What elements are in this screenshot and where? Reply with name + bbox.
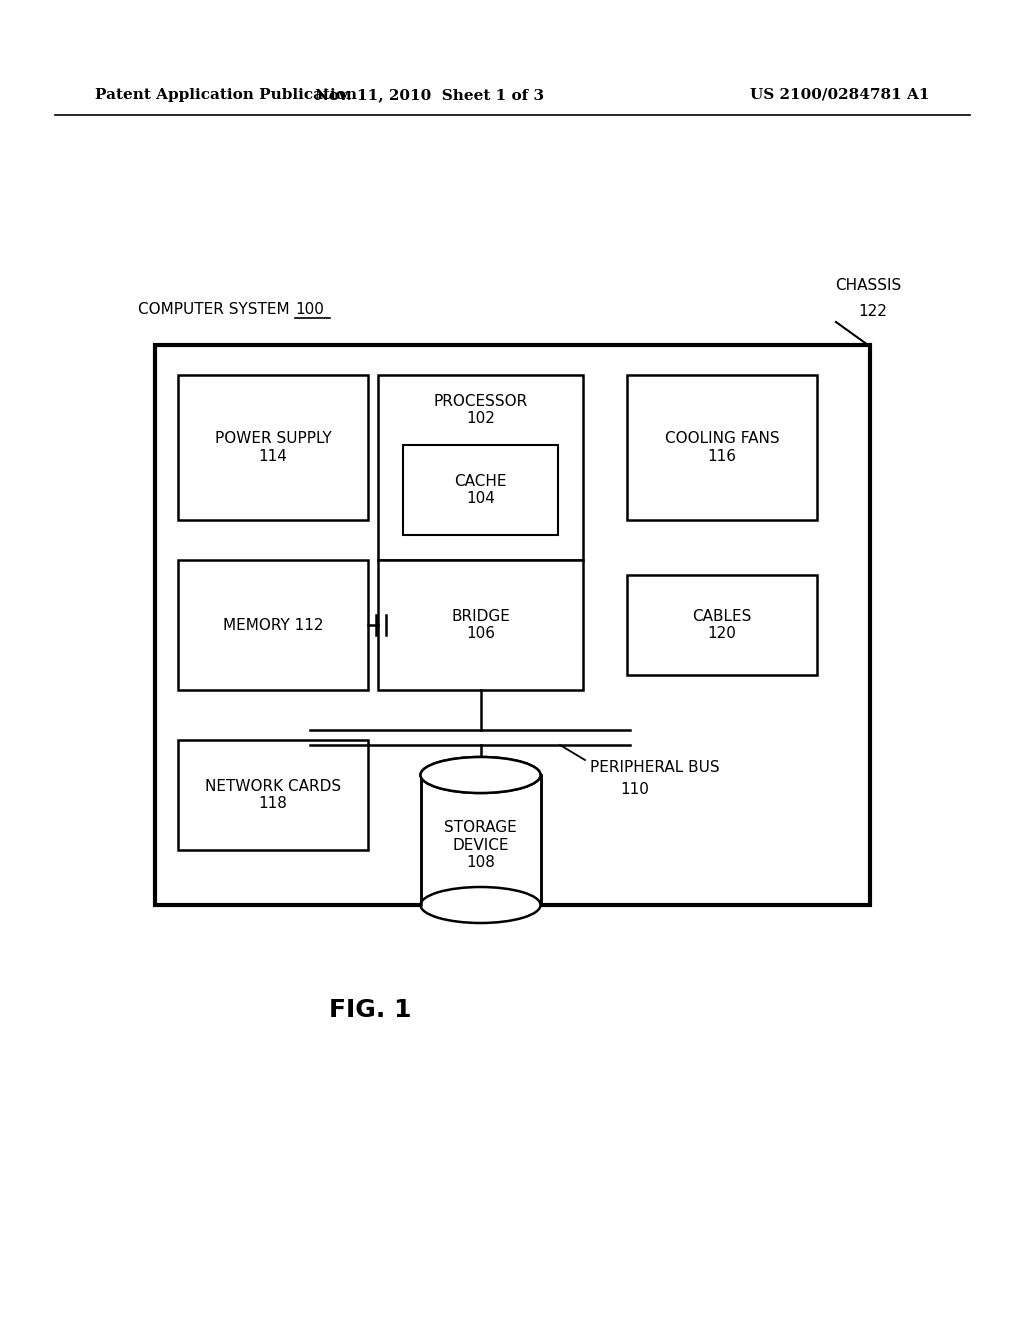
Text: STORAGE
DEVICE
108: STORAGE DEVICE 108 [444,820,517,870]
Bar [178,741,368,850]
Bar [378,375,583,560]
Ellipse shape [421,887,541,923]
Text: CABLES
120: CABLES 120 [692,609,752,642]
Bar [627,375,817,520]
Text: 100: 100 [295,302,324,318]
Text: Nov. 11, 2010  Sheet 1 of 3: Nov. 11, 2010 Sheet 1 of 3 [315,88,545,102]
Text: FIG. 1: FIG. 1 [329,998,412,1022]
Bar [178,375,368,520]
Text: PROCESSOR
102: PROCESSOR 102 [433,393,527,426]
Text: Patent Application Publication: Patent Application Publication [95,88,357,102]
Text: 122: 122 [858,305,887,319]
Bar [178,560,368,690]
Bar [403,445,558,535]
Ellipse shape [421,756,541,793]
Text: 110: 110 [620,781,649,797]
Bar [155,345,870,906]
Ellipse shape [421,756,541,793]
Bar [378,560,583,690]
Bar [421,775,541,906]
Text: PERIPHERAL BUS: PERIPHERAL BUS [590,760,720,775]
Text: BRIDGE
106: BRIDGE 106 [451,609,510,642]
Text: COOLING FANS
116: COOLING FANS 116 [665,432,779,463]
Bar [627,576,817,675]
Text: US 2100/0284781 A1: US 2100/0284781 A1 [750,88,930,102]
Text: CHASSIS: CHASSIS [835,277,901,293]
Text: NETWORK CARDS
118: NETWORK CARDS 118 [205,779,341,812]
Text: CACHE
104: CACHE 104 [455,474,507,506]
Text: COMPUTER SYSTEM: COMPUTER SYSTEM [138,302,295,318]
Text: POWER SUPPLY
114: POWER SUPPLY 114 [215,432,332,463]
Text: MEMORY 112: MEMORY 112 [223,618,324,632]
